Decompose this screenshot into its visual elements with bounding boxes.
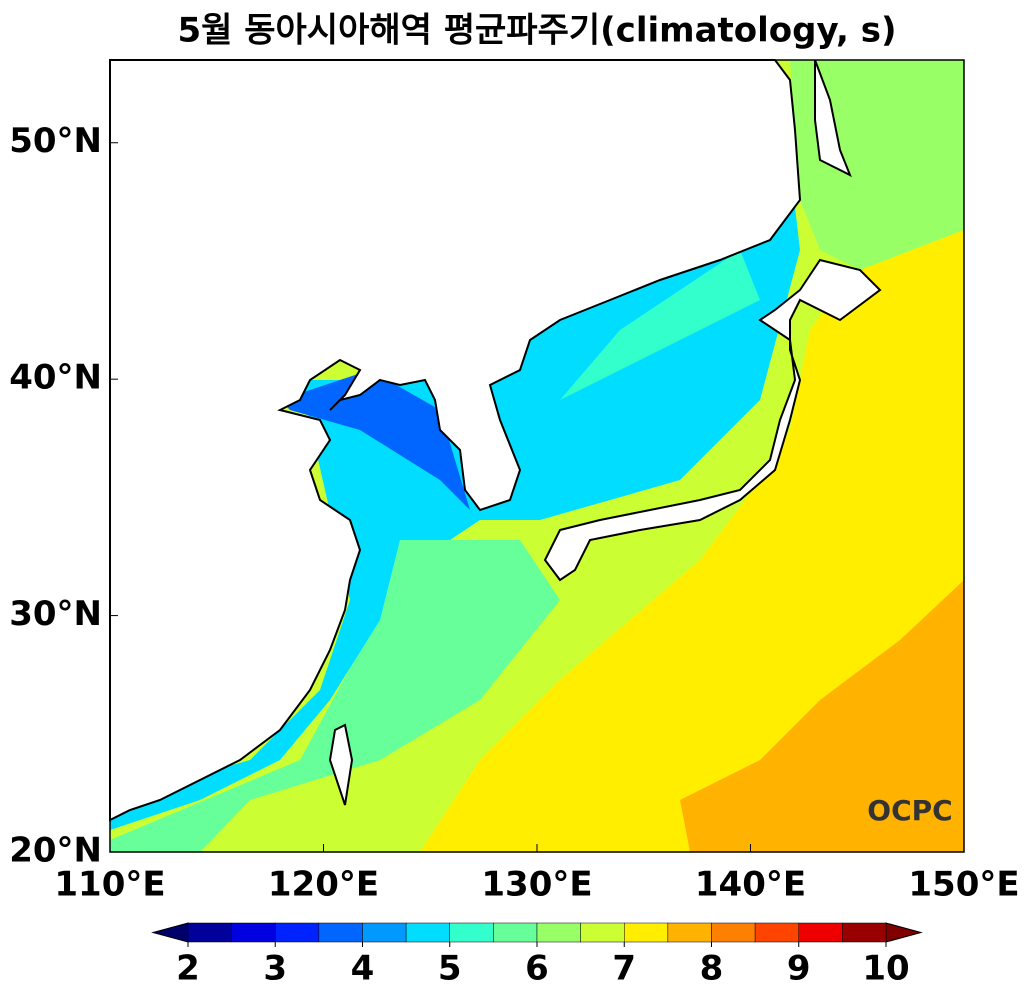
x-tick-label: 110°E bbox=[54, 865, 165, 905]
map-title: 5월 동아시아해역 평균파주기(climatology, s) bbox=[177, 11, 896, 51]
colorbar-box bbox=[754, 922, 799, 943]
colorbar-tick-label: 7 bbox=[612, 949, 636, 989]
taiwan bbox=[328, 723, 354, 806]
colorbar-under bbox=[151, 922, 189, 943]
colorbar-box bbox=[318, 922, 363, 943]
y-tick-label: 20°N bbox=[9, 831, 102, 871]
x-tick-label: 140°E bbox=[695, 865, 806, 905]
y-tick-label: 40°N bbox=[9, 358, 102, 398]
colorbar-tick-label: 8 bbox=[700, 949, 724, 989]
colorbar-box bbox=[536, 922, 581, 943]
colorbar-box bbox=[667, 922, 712, 943]
sea-field bbox=[280, 370, 470, 510]
colorbar-box bbox=[231, 922, 276, 943]
colorbar-box bbox=[275, 922, 320, 943]
y-tick-label: 30°N bbox=[9, 594, 102, 634]
colorbar-box bbox=[362, 922, 407, 943]
map-field: OCPC bbox=[109, 59, 964, 852]
colorbar-tick-label: 6 bbox=[525, 949, 549, 989]
colorbar-box bbox=[449, 922, 494, 943]
colorbar-over bbox=[885, 922, 923, 943]
mainland bbox=[109, 59, 802, 822]
sakhalin bbox=[814, 59, 852, 178]
colorbar-tick-label: 5 bbox=[438, 949, 462, 989]
colorbar-tick-label: 9 bbox=[787, 949, 811, 989]
colorbar-tick-label: 2 bbox=[176, 949, 200, 989]
colorbar-tick-label: 3 bbox=[263, 949, 287, 989]
x-tick-label: 120°E bbox=[268, 865, 379, 905]
colorbar-box bbox=[405, 922, 450, 943]
colorbar-box bbox=[842, 922, 887, 943]
colorbar-box bbox=[711, 922, 756, 943]
land bbox=[109, 59, 882, 822]
logo: OCPC bbox=[867, 794, 952, 827]
colorbar-tick-label: 10 bbox=[862, 949, 909, 989]
sea-field bbox=[560, 250, 760, 400]
y-tick-label: 50°N bbox=[9, 121, 102, 161]
sea-field bbox=[110, 380, 480, 830]
colorbar-box bbox=[493, 922, 538, 943]
colorbar-tick-label: 4 bbox=[351, 949, 375, 989]
colorbar-box bbox=[187, 922, 232, 943]
x-tick-label: 150°E bbox=[908, 865, 1019, 905]
japan bbox=[543, 258, 882, 582]
colorbar-box bbox=[798, 922, 843, 943]
colorbar-box bbox=[624, 922, 669, 943]
colorbar-box bbox=[580, 922, 625, 943]
sea-field bbox=[680, 580, 964, 852]
sea-field bbox=[110, 540, 560, 852]
x-tick-label: 130°E bbox=[481, 865, 592, 905]
